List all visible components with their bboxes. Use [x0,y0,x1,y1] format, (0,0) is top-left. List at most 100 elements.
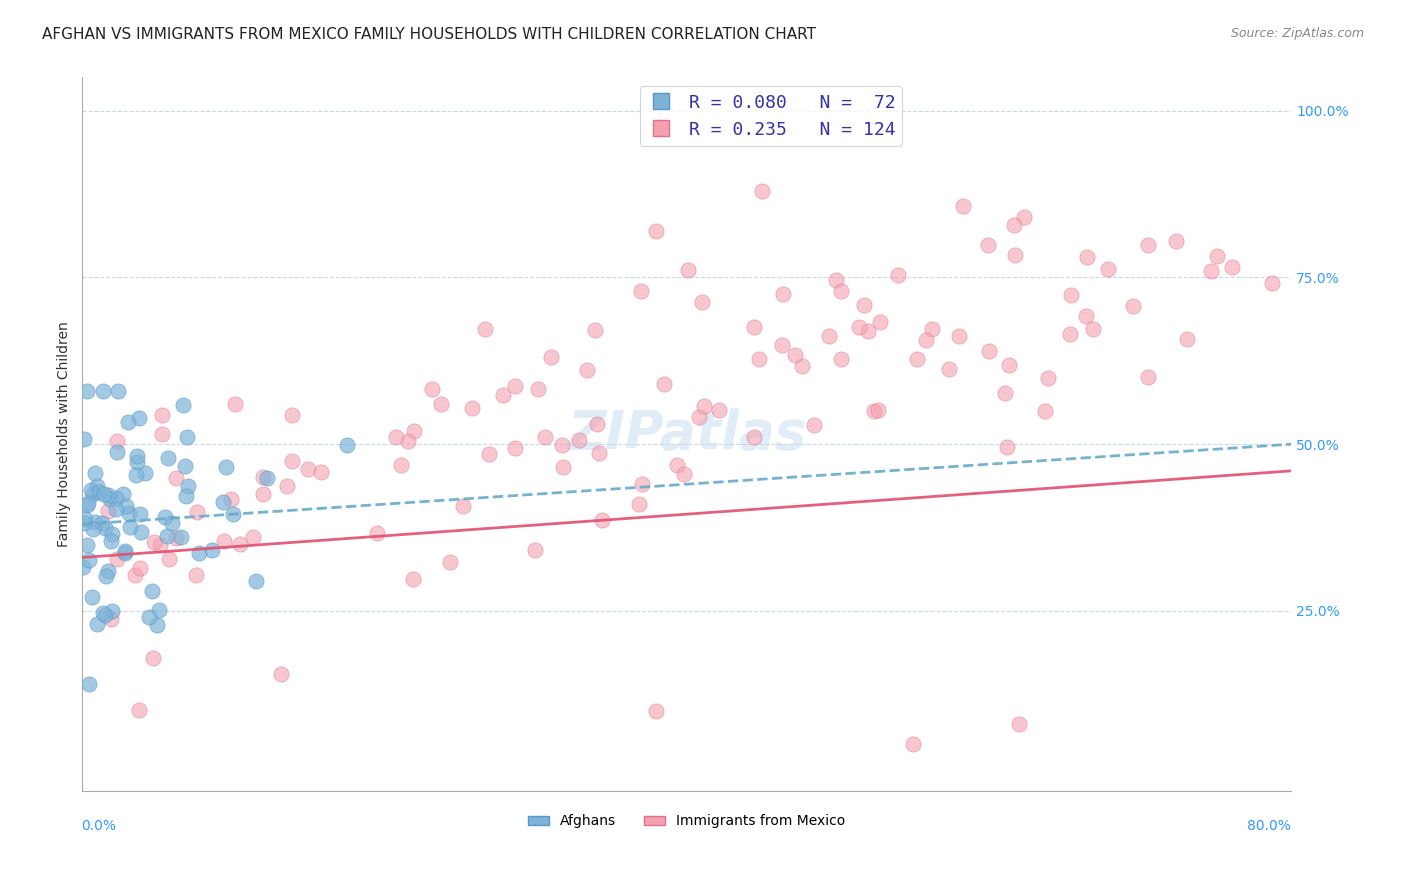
Point [825,272,848,286]
Point [87,485,110,500]
Point [853,298,876,312]
Point [887,268,910,283]
Point [533,429,555,443]
Point [141,584,163,599]
Point [77,677,100,691]
Point [105,434,128,449]
Point [84,466,107,480]
Point [586,417,609,432]
Point [903,737,925,751]
Point [742,430,765,444]
Point [630,284,652,298]
Point [97,564,120,578]
Point [905,352,928,367]
Point [107,384,129,398]
Point [402,573,425,587]
Point [576,362,599,376]
Point [73,433,96,447]
Point [129,525,152,540]
Point [1206,249,1229,263]
Point [76,498,98,512]
Point [1008,717,1031,731]
Point [430,397,453,411]
Point [118,507,141,521]
Point [242,530,264,544]
Point [627,497,650,511]
Point [82,487,104,501]
Point [503,442,526,456]
Point [84,516,107,530]
Point [91,384,114,398]
Point [72,559,94,574]
Point [869,315,891,329]
Point [652,376,675,391]
Y-axis label: Family Households with Children: Family Households with Children [58,321,72,547]
Point [222,508,245,522]
Point [817,329,839,343]
Point [80,591,103,605]
Point [921,322,943,336]
Text: AFGHAN VS IMMIGRANTS FROM MEXICO FAMILY HOUSEHOLDS WITH CHILDREN CORRELATION CHA: AFGHAN VS IMMIGRANTS FROM MEXICO FAMILY … [42,27,815,42]
Point [948,329,970,343]
Point [97,488,120,502]
Point [100,612,122,626]
Point [1081,321,1104,335]
Point [848,320,870,334]
Text: 0.0%: 0.0% [82,820,117,833]
Point [169,530,191,544]
Point [868,403,890,417]
Point [995,441,1018,455]
Point [105,491,128,505]
Point [142,534,165,549]
Point [630,476,652,491]
Point [451,500,474,514]
Point [742,320,765,334]
Point [153,510,176,524]
Point [568,434,591,448]
Point [526,382,548,396]
Point [165,471,187,485]
Point [1004,248,1026,262]
Point [505,378,527,392]
Point [221,492,243,507]
Point [997,358,1019,372]
Point [94,569,117,583]
Point [792,359,814,373]
Point [252,487,274,501]
Point [591,513,613,527]
Point [94,520,117,534]
Point [211,495,233,509]
Point [474,322,496,336]
Point [150,427,173,442]
Point [673,467,696,481]
Point [492,387,515,401]
Point [93,487,115,501]
Point [76,538,98,552]
Point [336,438,359,452]
Point [114,544,136,558]
Point [830,352,852,367]
Point [952,199,974,213]
Point [676,263,699,277]
Point [830,284,852,298]
Point [174,489,197,503]
Point [229,537,252,551]
Point [101,604,124,618]
Point [772,286,794,301]
Point [148,603,170,617]
Point [478,447,501,461]
Point [309,465,332,479]
Point [1076,251,1098,265]
Point [177,479,200,493]
Point [201,543,224,558]
Point [252,470,274,484]
Text: ZIPatlas: ZIPatlas [567,409,806,460]
Point [160,516,183,530]
Point [76,496,98,510]
Point [461,401,484,415]
Point [155,529,177,543]
Point [91,606,114,620]
Point [73,516,96,530]
Point [297,462,319,476]
Point [142,651,165,665]
